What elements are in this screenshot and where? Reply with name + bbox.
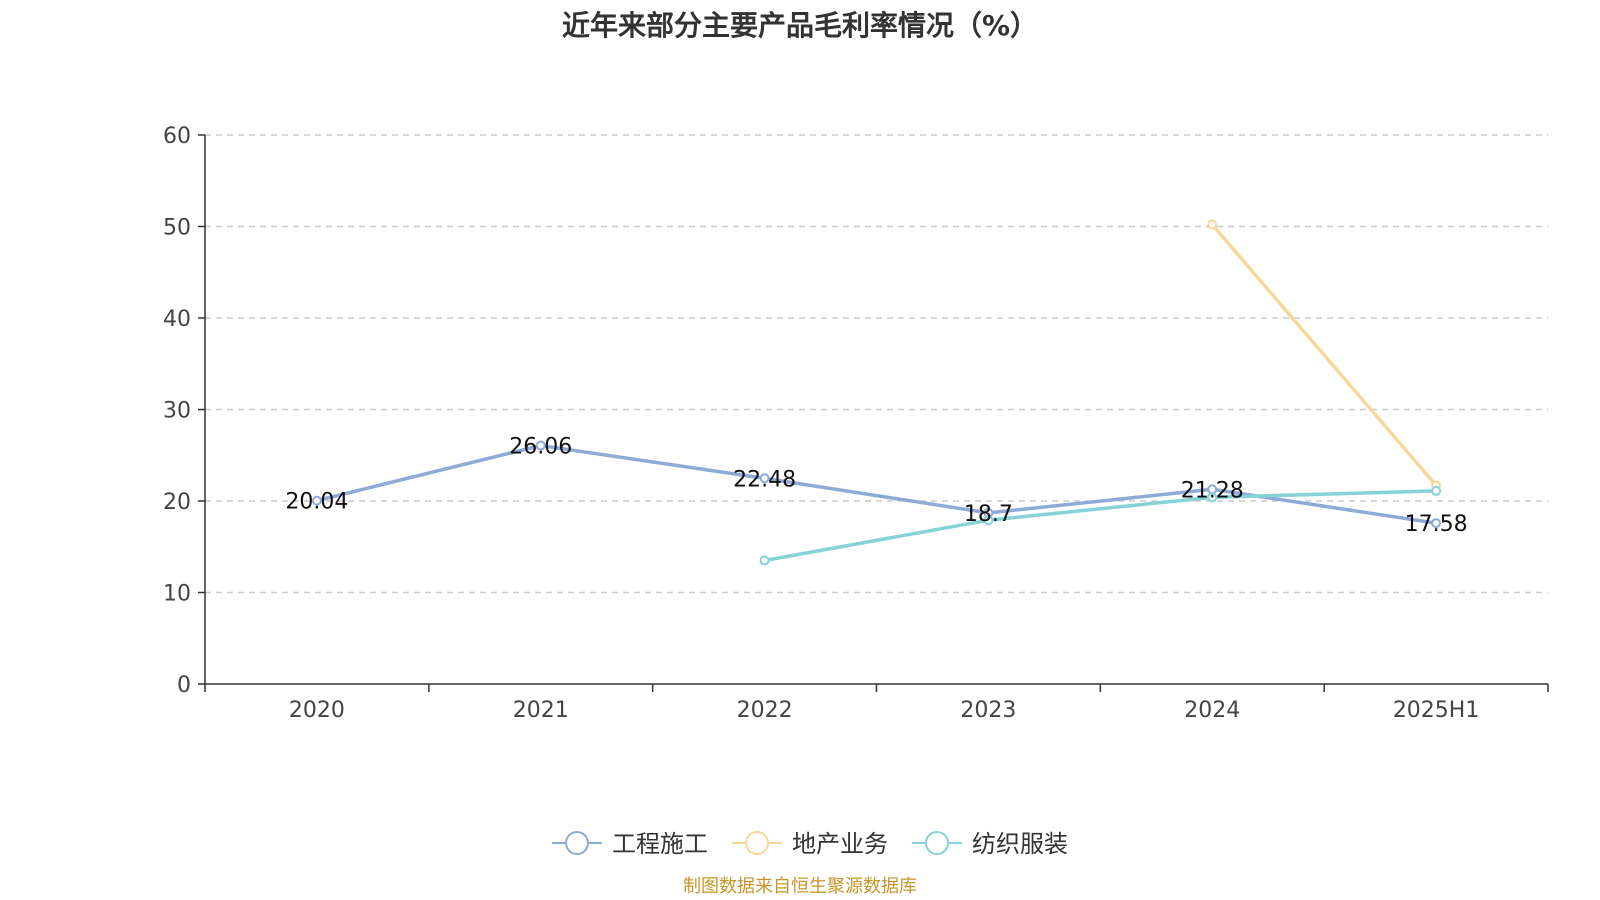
x-tick-label: 2021	[513, 698, 569, 723]
series-line	[316, 443, 1437, 525]
y-tick-label: 50	[163, 216, 191, 241]
legend-marker	[565, 831, 589, 855]
chart-title: 近年来部分主要产品毛利率情况（%）	[561, 9, 1039, 42]
data-label: 20.04	[285, 490, 348, 515]
legend-label: 工程施工	[612, 830, 708, 858]
y-tick-label: 0	[177, 673, 191, 698]
y-tick-label: 10	[163, 582, 191, 607]
data-labels: 20.04 26.06 22.48 18.7 21.28 17.58	[285, 435, 1467, 538]
data-point	[535, 440, 546, 451]
y-tick-label: 30	[163, 399, 191, 424]
series-line	[764, 489, 1437, 563]
data-point	[1207, 492, 1218, 503]
grid-lines	[205, 134, 1548, 594]
legend-label: 纺织服装	[972, 830, 1068, 858]
x-tick-label: 2024	[1184, 698, 1240, 723]
legend-marker	[925, 831, 949, 855]
data-point	[311, 495, 322, 506]
data-point	[1207, 219, 1218, 230]
data-point	[759, 555, 770, 566]
data-label: 22.48	[733, 467, 796, 492]
x-tick-label: 2022	[737, 698, 793, 723]
data-point	[1431, 485, 1442, 496]
data-point	[759, 473, 770, 484]
data-label: 26.06	[509, 435, 572, 460]
source-note: 制图数据来自恒生聚源数据库	[683, 876, 917, 897]
y-tick-label: 60	[163, 124, 191, 149]
data-point	[983, 515, 994, 526]
legend-item[interactable]: 工程施工	[552, 830, 708, 858]
series-lines	[311, 219, 1442, 566]
legend-label: 地产业务	[792, 830, 888, 858]
axes: 0 10 20 30 40 50 60 2020 2021 2022 2023 2024 2025H1	[163, 124, 1549, 723]
legend-item[interactable]: 地产业务	[732, 830, 888, 858]
legend-item[interactable]: 纺织服装	[912, 830, 1068, 858]
x-tick-label: 2025H1	[1393, 698, 1480, 723]
data-label: 18.7	[964, 502, 1013, 527]
legend-marker	[745, 831, 769, 855]
y-tick-label: 20	[163, 490, 191, 515]
data-point	[1431, 518, 1442, 529]
data-label: 17.58	[1405, 512, 1468, 537]
legend: 工程施工 地产业务 纺织服装	[552, 830, 1068, 858]
y-tick-label: 40	[163, 307, 191, 332]
series-line	[1210, 223, 1438, 487]
x-tick-label: 2020	[289, 698, 345, 723]
x-tick-label: 2023	[960, 698, 1016, 723]
data-label: 21.28	[1181, 478, 1244, 503]
